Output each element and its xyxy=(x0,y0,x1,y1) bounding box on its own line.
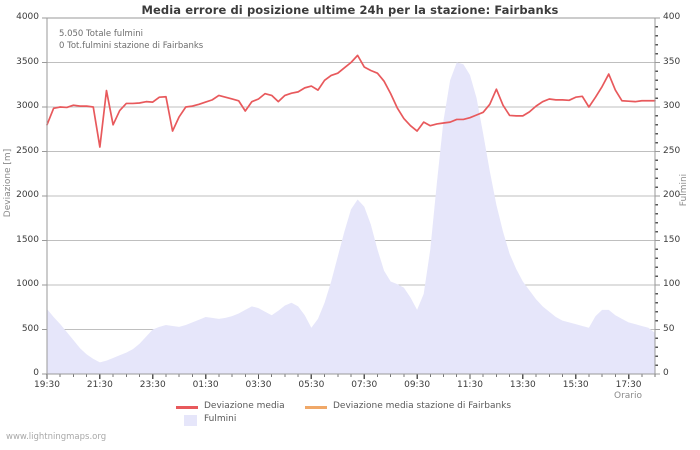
legend-marker-deviazione-media xyxy=(176,406,198,409)
y-axis-left-tick-label: 3500 xyxy=(16,56,39,67)
x-axis-title: Orario xyxy=(614,391,643,401)
x-axis-tick-label: 05:30 xyxy=(298,380,325,390)
x-axis-tick-label: 03:30 xyxy=(245,380,272,390)
y-axis-right-tick-label: 300 xyxy=(663,101,681,111)
x-axis-tick-label: 09:30 xyxy=(404,380,431,390)
y-axis-right-tick-label: 350 xyxy=(663,56,681,67)
annotation-total-strokes: 5.050 Totale fulmini xyxy=(59,29,143,39)
y-axis-right-tick-label: 150 xyxy=(663,234,681,245)
y-axis-right-tick-label: 50 xyxy=(663,323,675,334)
y-axis-left-tick-label: 1500 xyxy=(16,234,39,245)
x-axis-tick-label: 21:30 xyxy=(86,380,113,390)
strokes-area-group xyxy=(47,62,655,374)
x-axis-tick-label: 19:30 xyxy=(34,380,60,390)
plot-frame-group xyxy=(46,17,656,375)
legend-marker-deviazione-media-stazione-di-fairbanks xyxy=(305,406,327,409)
legend-label-deviazione-media: Deviazione media xyxy=(204,401,285,411)
annotation-station-strokes: 0 Tot.fulmini stazione di Fairbanks xyxy=(59,41,204,51)
legend-marker-fulmini xyxy=(184,415,197,426)
chart-title: Media errore di posizione ultime 24h per… xyxy=(141,3,559,17)
legend-label-deviazione-media-stazione-di-fairbanks: Deviazione media stazione di Fairbanks xyxy=(333,401,512,411)
x-axis-tick-label: 01:30 xyxy=(192,380,219,390)
strokes-area-path xyxy=(47,62,655,374)
y-axis-left-tick-label: 0 xyxy=(33,368,39,378)
legend-label-fulmini: Fulmini xyxy=(204,414,237,424)
y-axis-right-tick-label: 400 xyxy=(663,12,681,22)
x-axis-tick-label: 23:30 xyxy=(139,380,166,390)
footer-watermark: www.lightningmaps.org xyxy=(6,432,107,442)
y-axis-right-tick-label: 0 xyxy=(663,368,669,378)
y-axis-right-tick-label: 200 xyxy=(663,190,681,200)
series-line-deviazione-media xyxy=(46,54,656,148)
x-axis-tick-label: 17:30 xyxy=(615,380,642,390)
y-axis-left-tick-label: 2500 xyxy=(16,145,39,156)
y-axis-left-tick-label: 3000 xyxy=(16,101,39,111)
x-axis-tick-label: 07:30 xyxy=(351,380,378,390)
x-axis-tick-label: 11:30 xyxy=(456,380,483,390)
x-axis-tick-label: 15:30 xyxy=(562,380,589,390)
deviation-lines-group xyxy=(46,54,656,148)
y-axis-right-tick-label: 250 xyxy=(663,145,681,156)
y-axis-left-tick-label: 1000 xyxy=(16,279,39,289)
x-axis-tick-label: 13:30 xyxy=(509,380,536,390)
y-axis-right-tick-label: 100 xyxy=(663,279,681,289)
y-axis-left-tick-label: 4000 xyxy=(16,12,39,22)
y-axis-left-tick-label: 500 xyxy=(21,323,39,334)
y-axis-left-tick-label: 2000 xyxy=(16,190,39,200)
